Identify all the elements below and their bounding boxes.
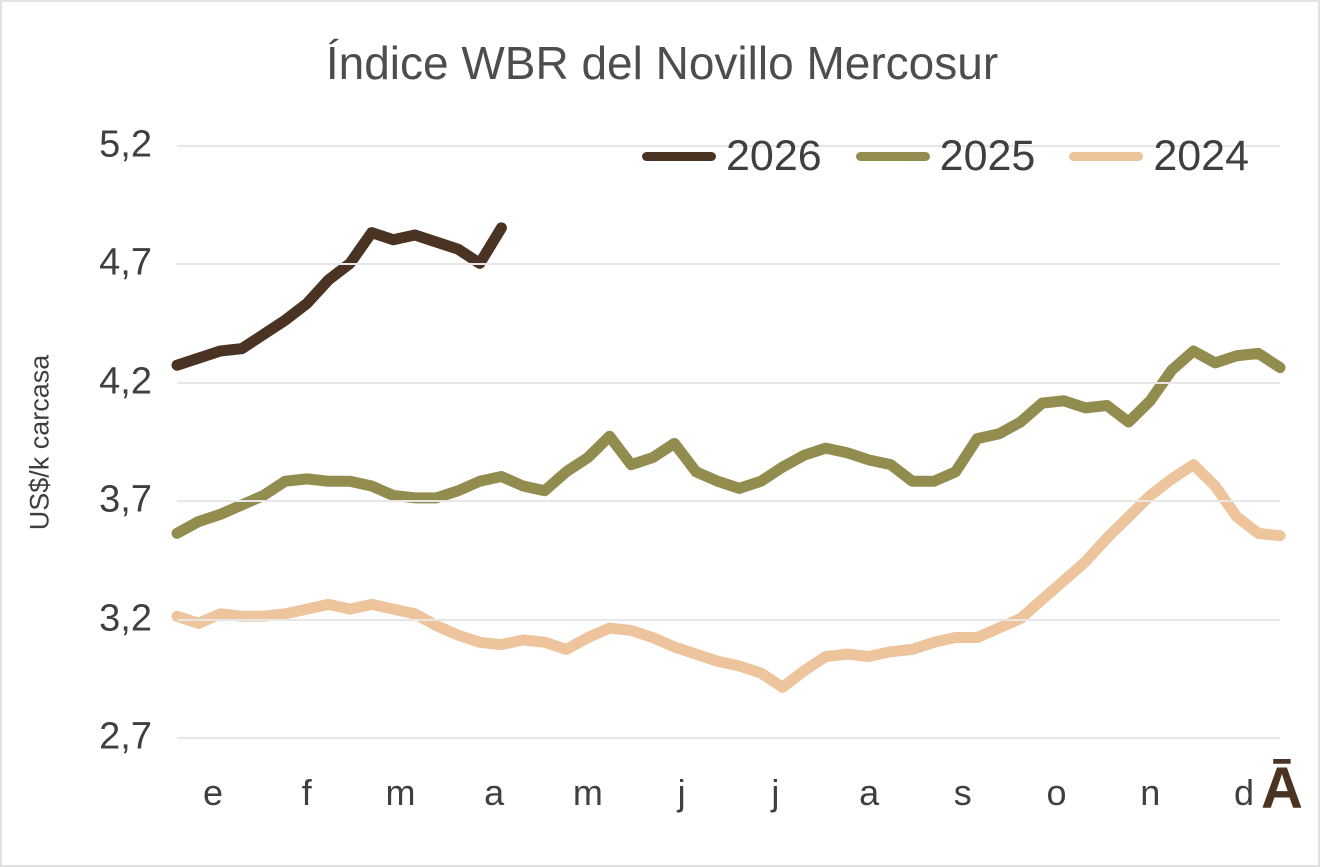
chart-legend: 2026 2025 2024: [642, 135, 1249, 178]
gridline: [177, 737, 1280, 739]
brand-mark-icon: Ā: [1261, 756, 1303, 821]
plot-area: [177, 145, 1280, 739]
x-tick-label: n: [1140, 772, 1161, 813]
x-tick-label: e: [203, 772, 224, 813]
legend-label-2026: 2026: [726, 132, 822, 180]
series-line-2024: [177, 465, 1280, 688]
gridline: [177, 618, 1280, 621]
legend-item-2025[interactable]: 2025: [855, 132, 1036, 180]
legend-label-2024: 2024: [1153, 132, 1250, 180]
series-lines: [177, 145, 1280, 737]
y-axis-ticks: 2,7 3,2 3,7 4,2 4,7 5,2: [32, 2, 152, 865]
x-tick-label: a: [484, 772, 505, 813]
legend-swatch-2024: [1069, 152, 1144, 161]
legend-label-2025: 2025: [939, 132, 1036, 180]
x-tick-label: d: [1233, 772, 1254, 813]
y-tick-label: 4,7: [99, 241, 152, 284]
y-tick-label: 3,7: [99, 478, 152, 521]
x-tick-label: s: [953, 772, 972, 813]
legend-item-2024[interactable]: 2024: [1069, 135, 1249, 178]
gridline: [177, 145, 1280, 147]
legend-swatch-2026: [642, 152, 716, 161]
series-line-2026: [177, 228, 501, 365]
gridline: [177, 381, 1280, 384]
gridline: [177, 263, 1280, 266]
series-line-2025: [177, 351, 1280, 533]
legend-item-2026[interactable]: 2026: [642, 135, 822, 178]
y-tick-label: 5,2: [99, 123, 152, 166]
x-tick-label: m: [572, 772, 603, 813]
x-tick-label: j: [677, 772, 686, 813]
x-tick-label: f: [301, 772, 312, 813]
gridline: [177, 500, 1280, 503]
y-tick-label: 2,7: [99, 715, 152, 758]
y-tick-label: 3,2: [99, 597, 152, 640]
chart-title: Índice WBR del Novillo Mercosur: [325, 37, 999, 89]
x-tick-label: m: [385, 772, 416, 813]
x-tick-label: j: [771, 772, 780, 813]
y-tick-label: 4,2: [99, 360, 152, 403]
legend-swatch-2025: [855, 152, 930, 161]
x-tick-label: a: [859, 772, 880, 813]
x-tick-label: o: [1046, 772, 1067, 813]
